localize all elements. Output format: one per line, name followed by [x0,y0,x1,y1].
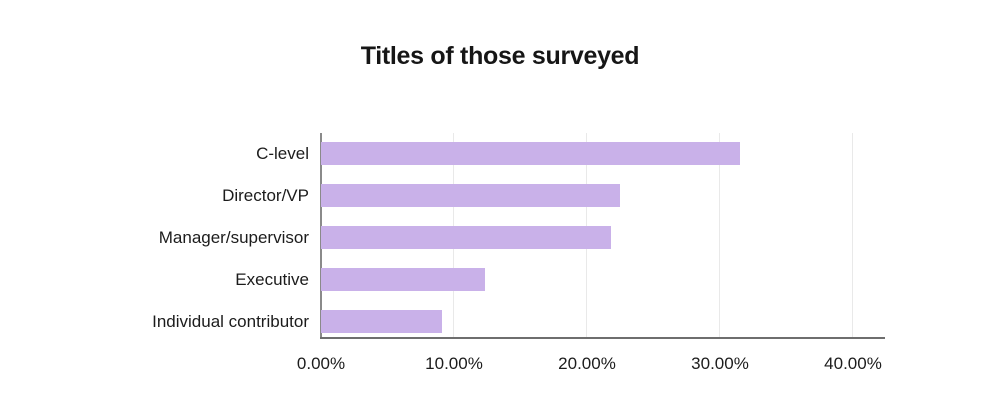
bar-manager-supervisor [321,226,611,249]
x-tick-label-20pct: 20.00% [558,354,616,373]
bar-c-level [321,142,740,165]
x-tick-label-30pct: 30.00% [691,354,749,373]
bar-executive [321,268,485,291]
gridline-40pct [852,133,853,337]
bar-individual-contributor [321,310,443,333]
gridline-30pct [719,133,720,337]
category-label-c-level: C-level [256,144,309,163]
x-axis-line [320,337,885,339]
y-axis-line [320,133,322,338]
x-tick-label-10pct: 10.00% [425,354,483,373]
bar-director-vp [321,184,621,207]
x-tick-label-0pct: 0.00% [296,354,346,373]
plot-area [321,133,885,337]
chart-title: Titles of those surveyed [360,42,640,70]
category-label-manager-supervisor: Manager/supervisor [158,228,309,247]
category-label-director-vp: Director/VP [222,186,309,205]
category-label-executive: Executive [235,270,309,289]
category-label-individual-contributor: Individual contributor [152,312,309,331]
x-tick-label-40pct: 40.00% [824,354,882,373]
